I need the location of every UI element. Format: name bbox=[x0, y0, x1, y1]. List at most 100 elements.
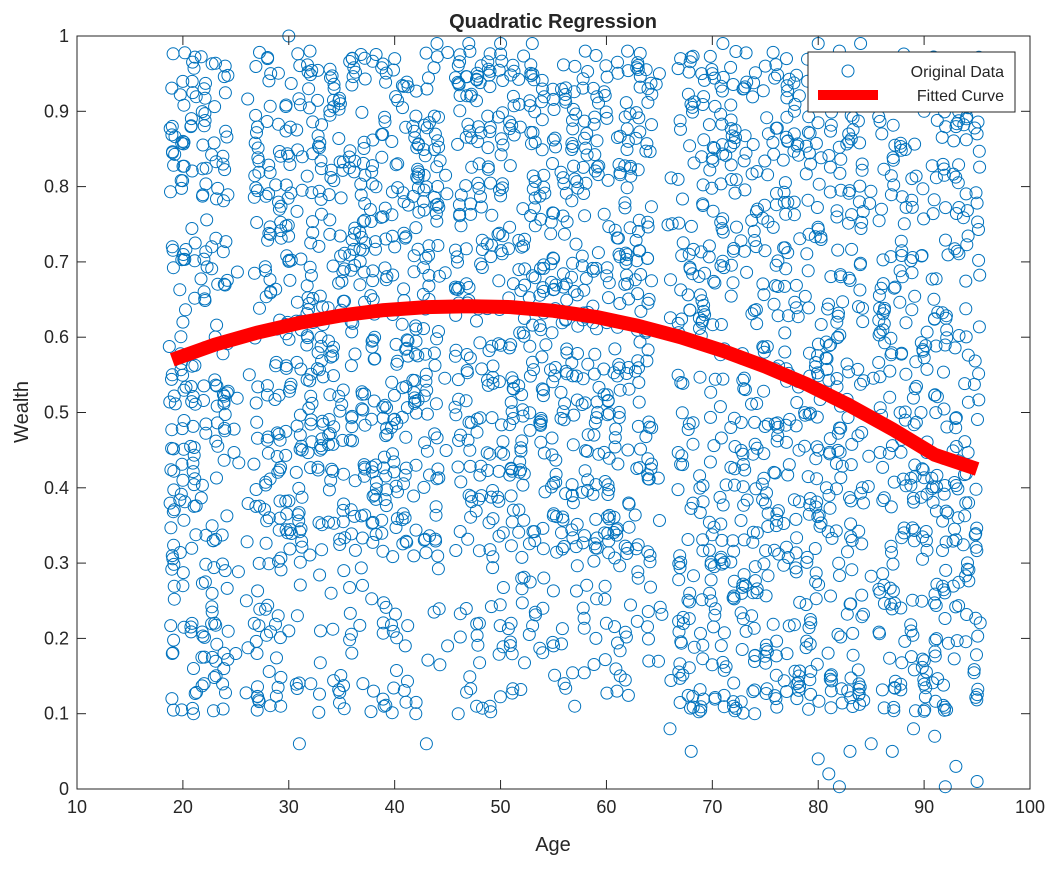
data-point bbox=[854, 377, 867, 391]
x-tick-label: 20 bbox=[173, 797, 193, 817]
data-point bbox=[686, 267, 699, 281]
data-point bbox=[620, 122, 634, 136]
data-point bbox=[325, 344, 339, 358]
data-point bbox=[431, 134, 445, 148]
data-point bbox=[749, 303, 763, 317]
data-point bbox=[644, 200, 658, 214]
data-point bbox=[697, 90, 711, 104]
data-point bbox=[492, 226, 506, 240]
data-point bbox=[905, 200, 919, 214]
data-point bbox=[289, 677, 303, 691]
data-point bbox=[185, 74, 199, 88]
data-point bbox=[674, 122, 687, 136]
data-point bbox=[537, 571, 551, 585]
data-point bbox=[473, 468, 487, 482]
data-point bbox=[767, 147, 781, 161]
data-point bbox=[908, 382, 922, 396]
data-point bbox=[675, 449, 689, 463]
data-point bbox=[919, 534, 933, 548]
data-point bbox=[959, 635, 973, 649]
data-point bbox=[737, 498, 751, 512]
data-point bbox=[877, 162, 891, 176]
data-point bbox=[602, 220, 616, 234]
data-point bbox=[607, 510, 621, 524]
data-point bbox=[819, 481, 833, 495]
data-point bbox=[218, 59, 232, 73]
data-point bbox=[209, 378, 223, 392]
data-point bbox=[883, 390, 897, 404]
data-point bbox=[644, 76, 658, 90]
data-point bbox=[438, 371, 452, 385]
data-point bbox=[385, 706, 399, 720]
data-point bbox=[555, 542, 569, 556]
data-point bbox=[725, 129, 739, 143]
data-point bbox=[333, 404, 347, 418]
data-point bbox=[926, 495, 940, 509]
data-point bbox=[345, 527, 358, 541]
data-point bbox=[621, 44, 635, 58]
data-point bbox=[707, 274, 721, 288]
data-point bbox=[842, 271, 856, 285]
data-point bbox=[397, 282, 411, 296]
data-point bbox=[273, 463, 287, 477]
data-point bbox=[608, 551, 622, 565]
data-point bbox=[506, 682, 520, 696]
data-point bbox=[514, 284, 528, 297]
data-point bbox=[326, 349, 340, 363]
data-point bbox=[756, 277, 770, 291]
data-point bbox=[958, 435, 972, 449]
data-point bbox=[217, 277, 231, 291]
data-point bbox=[516, 478, 530, 492]
data-point bbox=[485, 208, 499, 222]
data-point bbox=[471, 638, 485, 652]
data-point bbox=[672, 557, 686, 571]
data-point bbox=[189, 90, 203, 104]
data-point bbox=[396, 381, 410, 395]
data-point bbox=[474, 190, 487, 204]
data-point bbox=[515, 434, 529, 448]
data-point bbox=[787, 208, 801, 222]
data-point bbox=[546, 133, 560, 147]
data-point bbox=[704, 573, 718, 587]
data-point bbox=[332, 276, 346, 290]
data-point bbox=[608, 342, 622, 356]
data-point bbox=[927, 193, 941, 207]
data-point bbox=[936, 514, 950, 528]
data-point bbox=[716, 37, 730, 50]
data-point bbox=[843, 597, 857, 611]
data-point bbox=[470, 94, 483, 108]
data-point bbox=[905, 266, 919, 280]
data-point bbox=[620, 143, 634, 156]
data-point bbox=[856, 205, 870, 218]
data-point bbox=[857, 374, 871, 388]
data-point bbox=[546, 635, 560, 649]
data-point bbox=[418, 149, 432, 163]
data-point bbox=[250, 703, 264, 717]
data-point bbox=[344, 359, 358, 373]
data-point bbox=[939, 504, 953, 518]
data-point bbox=[907, 722, 920, 736]
data-point bbox=[322, 413, 336, 426]
data-point bbox=[379, 232, 393, 246]
data-point bbox=[737, 382, 751, 396]
data-point bbox=[347, 509, 361, 523]
data-point bbox=[216, 557, 229, 571]
data-point bbox=[655, 607, 669, 621]
data-point bbox=[547, 507, 561, 521]
data-point bbox=[682, 65, 696, 79]
data-point bbox=[885, 744, 899, 758]
data-point bbox=[399, 120, 413, 134]
data-point bbox=[486, 359, 500, 373]
data-point bbox=[199, 76, 212, 90]
data-point bbox=[494, 445, 508, 459]
data-point bbox=[449, 71, 462, 85]
data-point bbox=[173, 283, 187, 297]
data-point bbox=[176, 473, 190, 487]
data-point bbox=[484, 705, 498, 719]
data-point bbox=[378, 115, 392, 129]
data-point bbox=[186, 465, 200, 479]
data-point bbox=[272, 523, 286, 537]
data-point bbox=[250, 647, 264, 660]
data-point bbox=[546, 584, 560, 598]
y-tick-label: 0.3 bbox=[44, 553, 69, 573]
